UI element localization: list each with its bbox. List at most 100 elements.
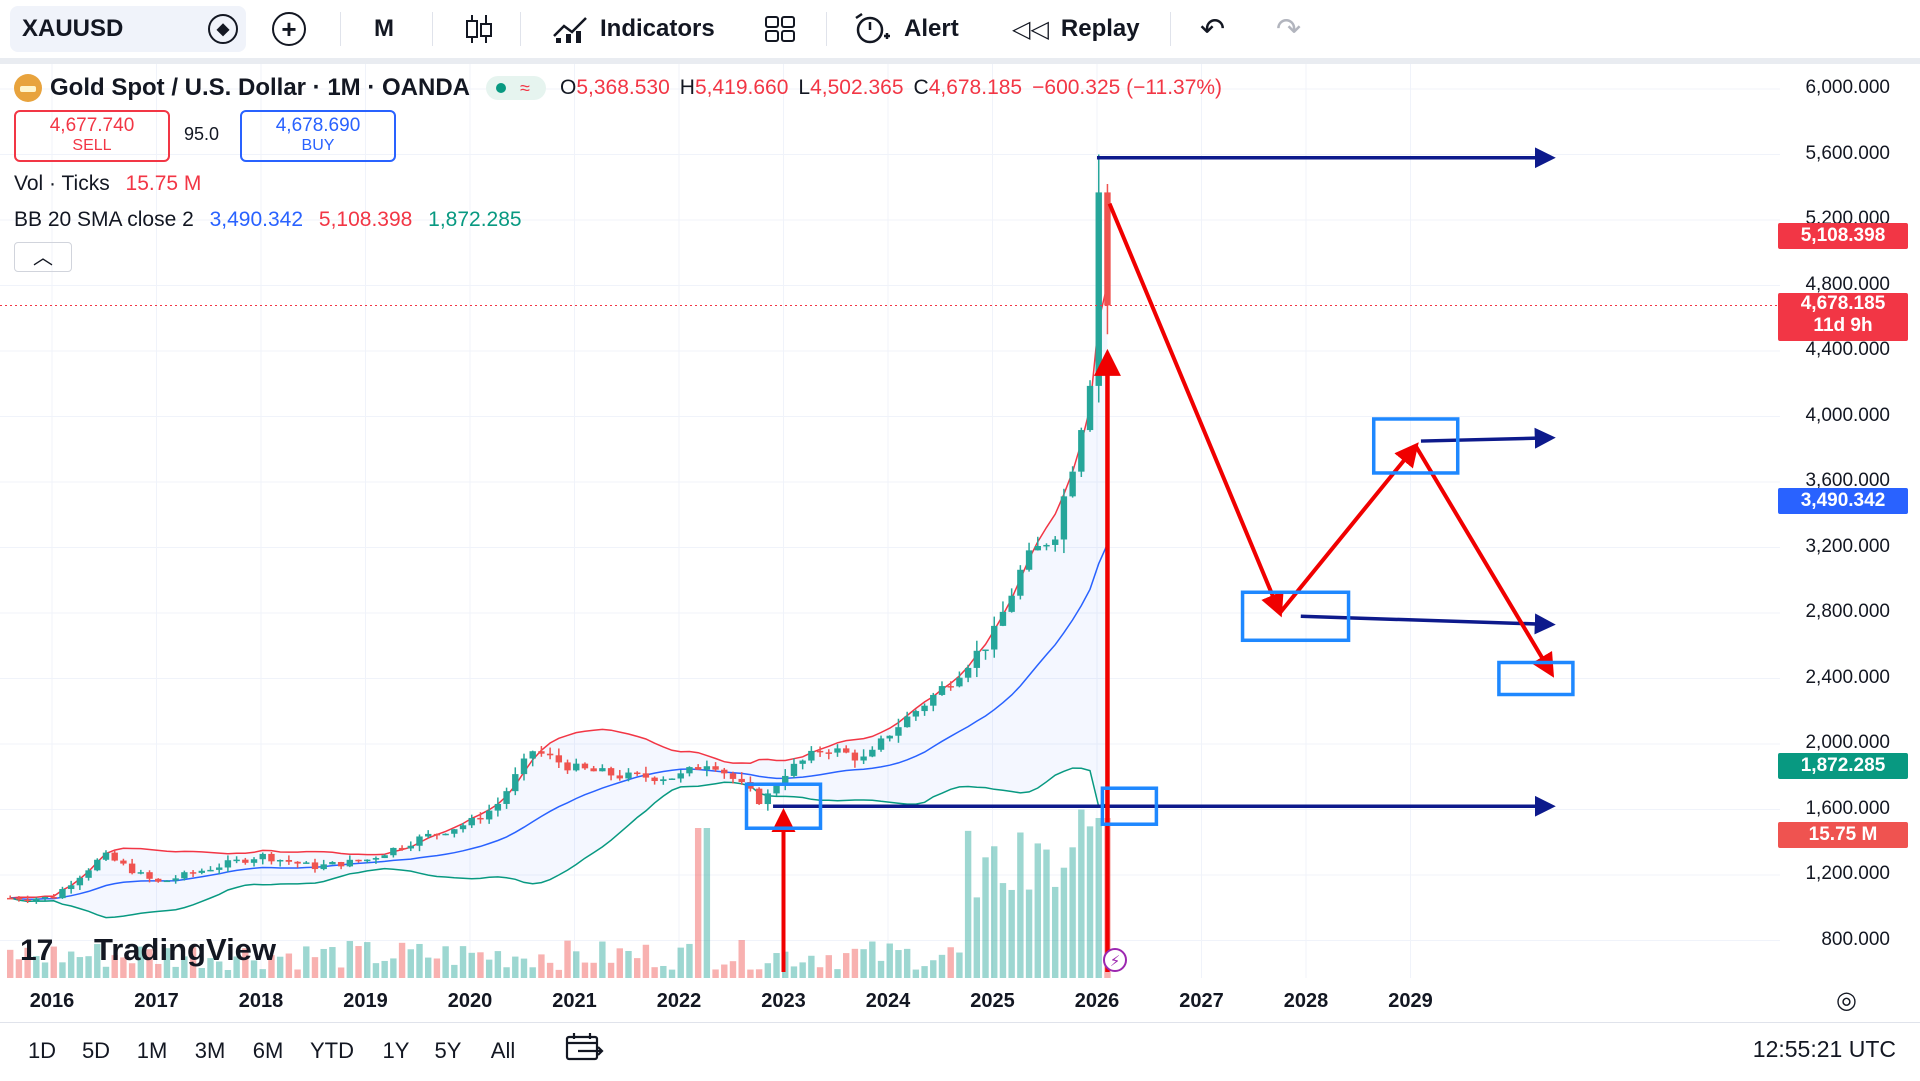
indicators-icon: [553, 17, 587, 43]
candle-body: [546, 753, 554, 756]
volume-bar: [581, 962, 589, 978]
range-button-5y[interactable]: 5Y: [434, 1038, 462, 1063]
volume-bar: [242, 948, 249, 978]
bb-legend[interactable]: BB 20 SMA close 2 3,490.342 5,108.398 1,…: [14, 208, 522, 232]
go-to-date-button[interactable]: [564, 1032, 604, 1067]
volume-bar: [477, 952, 484, 978]
bb-lower-price-label: 1,872.285: [1778, 753, 1908, 779]
candle-body: [668, 778, 676, 780]
toolbar-divider: [340, 12, 341, 46]
collapse-legend-button[interactable]: ︿: [14, 242, 72, 272]
time-tick-label: 2025: [970, 990, 1015, 1012]
gold-symbol-icon: [14, 74, 42, 102]
buy-button[interactable]: 4,678.690 BUY: [240, 110, 396, 162]
volume-bar: [155, 963, 162, 978]
volume-bar: [564, 940, 571, 978]
candle-body: [895, 727, 902, 736]
candle-body: [398, 847, 406, 850]
market-status-badge[interactable]: ≈: [486, 76, 546, 100]
volume-bar: [355, 946, 362, 978]
redo-button[interactable]: ↷: [1276, 0, 1301, 58]
candle-body: [843, 748, 850, 753]
candle-body: [364, 859, 371, 862]
range-button-5d[interactable]: 5D: [81, 1038, 111, 1063]
volume-legend[interactable]: Vol · Ticks 15.75 M: [14, 172, 201, 196]
candle-body: [877, 738, 885, 750]
candle-body: [1086, 385, 1094, 431]
add-symbol-button[interactable]: +: [272, 0, 306, 58]
range-button-ytd[interactable]: YTD: [310, 1038, 354, 1063]
volume-bar: [67, 951, 75, 978]
candle-body: [181, 872, 188, 879]
range-button-6m[interactable]: 6M: [252, 1038, 284, 1063]
event-marker[interactable]: ⚡: [1103, 948, 1127, 972]
volume-bar: [912, 969, 920, 978]
indicators-button[interactable]: Indicators: [552, 0, 715, 58]
candle-body: [76, 877, 84, 886]
volume-bar: [1095, 818, 1102, 978]
volume-bar: [921, 966, 928, 978]
candle-body: [677, 773, 684, 779]
range-button-1m[interactable]: 1M: [136, 1038, 168, 1063]
candle-body: [825, 752, 832, 754]
plus-circle-icon: +: [272, 12, 306, 46]
chart-type-button[interactable]: [462, 0, 496, 58]
volume-bar: [320, 948, 327, 978]
replay-button[interactable]: ◁◁ Replay: [1012, 0, 1140, 58]
candle-body: [738, 778, 745, 783]
symbol-search-button[interactable]: XAUUSD ◆: [10, 6, 246, 52]
volume-bar: [634, 958, 641, 978]
volume-bar: [329, 947, 336, 978]
volume-bar: [843, 953, 850, 978]
candle-body: [956, 677, 963, 687]
candle-body: [1025, 550, 1033, 570]
candle-body: [224, 860, 232, 868]
candle-body: [520, 758, 528, 775]
volume-bar: [172, 966, 179, 978]
layouts-button[interactable]: [764, 0, 796, 58]
volume-bar: [224, 969, 232, 978]
chart-settings-button[interactable]: ◎: [1836, 986, 1857, 1015]
volume-bar: [337, 967, 345, 978]
chevron-up-icon: ︿: [33, 247, 53, 269]
interval-button[interactable]: M: [374, 0, 394, 58]
time-tick-label: 2024: [865, 990, 911, 1012]
alert-button[interactable]: Alert: [852, 0, 959, 58]
candle-body: [903, 716, 911, 728]
volume-bar: [729, 961, 737, 978]
range-button-1y[interactable]: 1Y: [382, 1038, 410, 1063]
range-button-3m[interactable]: 3M: [194, 1038, 226, 1063]
volume-bar: [860, 949, 867, 978]
user-drawings[interactable]: [744, 147, 1575, 972]
volume-bar: [111, 955, 118, 978]
svg-text:17: 17: [20, 934, 53, 967]
candle-body: [494, 803, 502, 811]
bb-basis-price-label: 3,490.342: [1778, 488, 1908, 514]
bb-lower-line: [10, 767, 1108, 919]
price-chart[interactable]: 17 TradingView ⚡: [0, 64, 1920, 1022]
candle-body: [712, 766, 719, 770]
volume-bar: [520, 958, 528, 978]
candle-body: [764, 793, 772, 805]
volume-bar: [1078, 809, 1085, 978]
volume-bar: [198, 967, 205, 978]
compare-symbol-icon[interactable]: ◆: [208, 14, 238, 44]
range-button-1d[interactable]: 1D: [27, 1038, 57, 1063]
bb-upper-price-label: 5,108.398: [1778, 223, 1908, 249]
buy-label: BUY: [301, 137, 335, 154]
utc-clock[interactable]: 12:55:21 UTC: [1752, 1036, 1896, 1062]
candle-body: [869, 749, 876, 757]
volume-bar: [285, 953, 293, 978]
volume-bar: [1060, 867, 1068, 978]
volume-bar: [721, 964, 728, 978]
range-button-all[interactable]: All: [490, 1038, 516, 1063]
undo-button[interactable]: ↶: [1200, 0, 1225, 58]
price-axis[interactable]: 6,000.000 5,600.000 5,200.000 4,800.000 4,40…: [1780, 64, 1920, 1022]
volume-bar: [607, 962, 615, 978]
volume-bar: [381, 960, 388, 978]
candle-body: [442, 833, 449, 836]
candle-body: [285, 859, 293, 862]
candle-body: [337, 862, 345, 867]
symbol-title[interactable]: Gold Spot / U.S. Dollar · 1M · OANDA: [50, 74, 470, 101]
sell-button[interactable]: 4,677.740 SELL: [14, 110, 170, 162]
